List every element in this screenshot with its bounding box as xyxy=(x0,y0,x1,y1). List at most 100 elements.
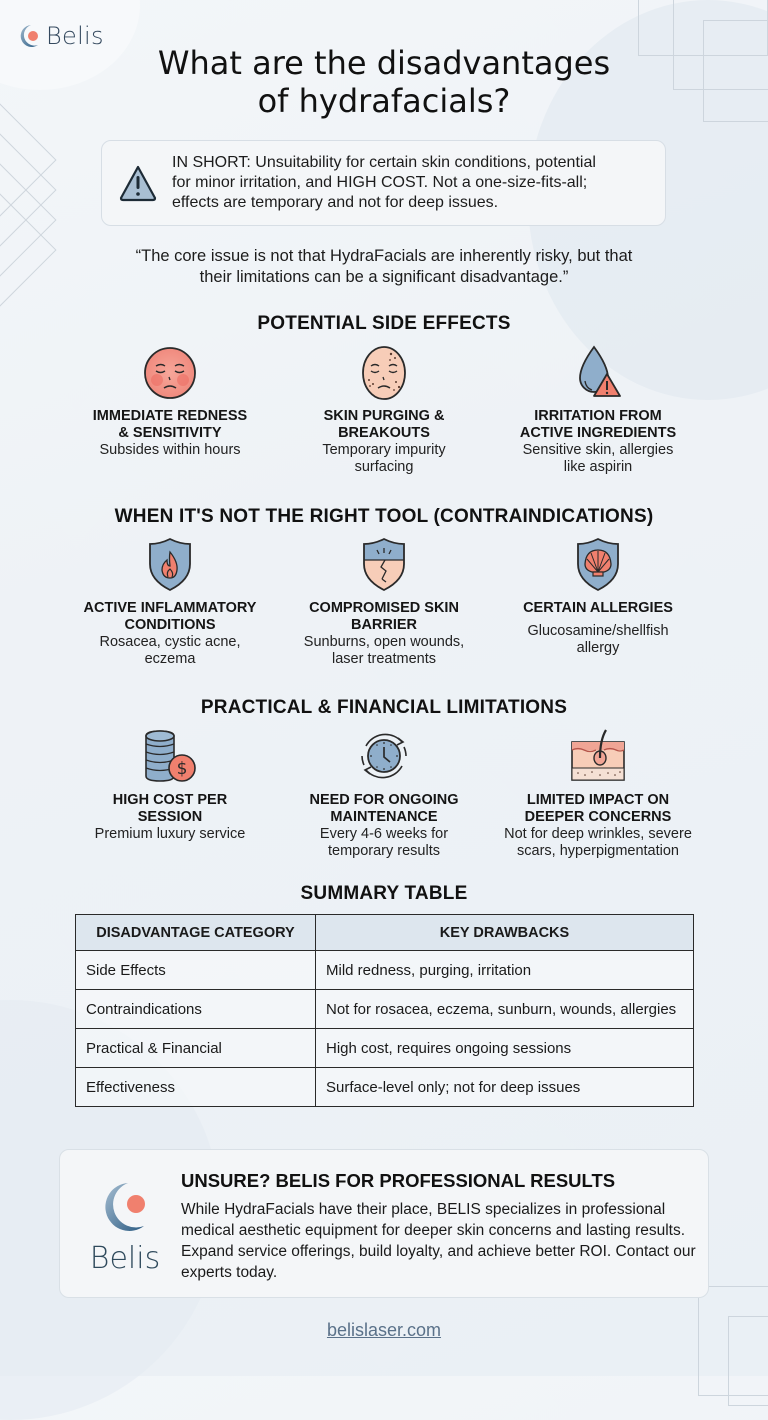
item-heading: CERTAIN ALLERGIES xyxy=(483,600,713,617)
item-description: Subsides within hours xyxy=(55,442,285,459)
quote-line: “The core issue is not that HydraFacials… xyxy=(135,247,633,265)
column-header: KEY DRAWBACKS xyxy=(315,914,694,951)
shield-shell-icon xyxy=(577,537,619,592)
title-line: What are the disadvantages xyxy=(157,44,611,82)
table-cell-category: Side Effects xyxy=(75,950,316,990)
heading-line: & SENSITIVITY xyxy=(118,425,222,441)
table-header-row: DISADVANTAGE CATEGORY KEY DRAWBACKS xyxy=(75,914,694,951)
section-title-side-effects: POTENTIAL SIDE EFFECTS xyxy=(257,313,511,334)
cta-callout: Belis UNSURE? BELIS FOR PROFESSIONAL RES… xyxy=(59,1149,709,1298)
desc-line: Sensitive skin, allergies xyxy=(522,442,674,458)
item-description: Not for deep wrinkles, severe scars, hype… xyxy=(483,826,713,860)
belis-logo-icon xyxy=(20,25,38,47)
shield-cracked-icon xyxy=(363,537,405,592)
desc-line: laser treatments xyxy=(332,651,436,667)
clock-cycle-icon xyxy=(361,733,407,779)
desc-line: Glucosamine/shellfish xyxy=(527,623,669,639)
svg-text:$: $ xyxy=(177,759,188,779)
summary-table: DISADVANTAGE CATEGORY KEY DRAWBACKS Side… xyxy=(75,914,694,1107)
acne-face-icon xyxy=(362,346,406,400)
item-heading: NEED FOR ONGOING MAINTENANCE xyxy=(269,792,499,826)
table-row: Side Effects Mild redness, purging, irri… xyxy=(75,950,694,990)
column-header: DISADVANTAGE CATEGORY xyxy=(75,914,316,951)
item-heading: SKIN PURGING & BREAKOUTS xyxy=(269,408,499,442)
heading-line: MAINTENANCE xyxy=(330,809,438,825)
cta-logo: Belis xyxy=(80,1180,170,1276)
item-heading: LIMITED IMPACT ON DEEPER CONCERNS xyxy=(483,792,713,826)
in-short-line: IN SHORT: Unsuitability for certain skin… xyxy=(172,154,596,171)
brand-logo: Belis xyxy=(16,22,104,50)
cta-title: UNSURE? BELIS FOR PROFESSIONAL RESULTS xyxy=(181,1170,616,1191)
table-row: Effectiveness Surface-level only; not fo… xyxy=(75,1067,694,1107)
item-heading: ACTIVE INFLAMMATORY CONDITIONS xyxy=(55,600,285,634)
heading-line: IMMEDIATE REDNESS xyxy=(92,408,248,424)
side-effect-item: SKIN PURGING & BREAKOUTS Temporary impuri… xyxy=(269,344,499,476)
item-description: Premium luxury service xyxy=(55,826,285,843)
heading-line: BREAKOUTS xyxy=(338,425,430,441)
in-short-text: IN SHORT: Unsuitability for certain skin… xyxy=(172,153,596,213)
section-title-practical-financial: PRACTICAL & FINANCIAL LIMITATIONS xyxy=(200,697,568,718)
desc-line: Subsides within hours xyxy=(99,442,241,458)
limitation-item: $ HIGH COST PER SESSION Premium luxury se… xyxy=(55,728,285,843)
table-cell-drawbacks: High cost, requires ongoing sessions xyxy=(315,1028,694,1068)
heading-line: SESSION xyxy=(137,809,203,825)
in-short-line: for minor irritation, and HIGH COST. Not… xyxy=(172,174,588,191)
skin-layers-icon xyxy=(571,729,625,781)
in-short-line: effects are temporary and not for deep i… xyxy=(172,194,499,211)
heading-line: ACTIVE INGREDIENTS xyxy=(519,425,677,441)
website-link[interactable]: belislaser.com xyxy=(326,1320,442,1340)
logo-text: Belis xyxy=(46,22,104,50)
desc-line: allergy xyxy=(576,640,620,656)
heading-line: ACTIVE INFLAMMATORY xyxy=(83,600,257,616)
heading-line: LIMITED IMPACT ON xyxy=(526,792,670,808)
cta-body: While HydraFacials have their place, BEL… xyxy=(181,1201,696,1281)
desc-line: Temporary impurity xyxy=(322,442,446,458)
desc-line: eczema xyxy=(144,651,196,667)
quote-line: their limitations can be a significant d… xyxy=(199,268,569,286)
item-heading: HIGH COST PER SESSION xyxy=(55,792,285,826)
warning-triangle-icon xyxy=(119,165,157,202)
table-cell-category: Practical & Financial xyxy=(75,1028,316,1068)
contraindication-item: COMPROMISED SKIN BARRIER Sunburns, open w… xyxy=(269,536,499,668)
item-description: Sensitive skin, allergies like aspirin xyxy=(483,442,713,476)
table-cell-drawbacks: Not for rosacea, eczema, sunburn, wounds… xyxy=(315,989,694,1029)
desc-line: Rosacea, cystic acne, xyxy=(99,634,241,650)
shield-flame-icon xyxy=(149,537,191,592)
table-cell-category: Contraindications xyxy=(75,989,316,1029)
item-description: Glucosamine/shellfish allergy xyxy=(483,623,713,657)
heading-line: SKIN PURGING & xyxy=(323,408,445,424)
title-line: of hydrafacials? xyxy=(257,82,511,120)
limitation-item: LIMITED IMPACT ON DEEPER CONCERNS Not for… xyxy=(483,728,713,860)
page-title: What are the disadvantages of hydrafacia… xyxy=(0,44,768,120)
section-title-contraindications: WHEN IT'S NOT THE RIGHT TOOL (CONTRAINDI… xyxy=(114,506,654,527)
item-description: Temporary impurity surfacing xyxy=(269,442,499,476)
limitation-item: NEED FOR ONGOING MAINTENANCE Every 4-6 we… xyxy=(269,728,499,860)
desc-line: surfacing xyxy=(354,459,414,475)
table-row: Contraindications Not for rosacea, eczem… xyxy=(75,989,694,1029)
in-short-callout: IN SHORT: Unsuitability for certain skin… xyxy=(101,140,666,226)
heading-line: HIGH COST PER xyxy=(112,792,228,808)
heading-line: CONDITIONS xyxy=(124,617,216,633)
heading-line: IRRITATION FROM xyxy=(534,408,662,424)
quote: “The core issue is not that HydraFacials… xyxy=(0,246,768,288)
item-description: Rosacea, cystic acne, eczema xyxy=(55,634,285,668)
side-effect-item: IMMEDIATE REDNESS & SENSITIVITY Subsides … xyxy=(55,344,285,459)
cta-logo-text: Belis xyxy=(89,1241,161,1276)
table-cell-drawbacks: Surface-level only; not for deep issues xyxy=(315,1067,694,1107)
side-effect-item: IRRITATION FROM ACTIVE INGREDIENTS Sensit… xyxy=(483,344,713,476)
item-heading: IMMEDIATE REDNESS & SENSITIVITY xyxy=(55,408,285,442)
contraindication-item: ACTIVE INFLAMMATORY CONDITIONS Rosacea, c… xyxy=(55,536,285,668)
heading-line: CERTAIN ALLERGIES xyxy=(523,600,673,616)
table-cell-drawbacks: Mild redness, purging, irritation xyxy=(315,950,694,990)
item-heading: COMPROMISED SKIN BARRIER xyxy=(269,600,499,634)
item-heading: IRRITATION FROM ACTIVE INGREDIENTS xyxy=(483,408,713,442)
desc-line: Sunburns, open wounds, xyxy=(303,634,465,650)
heading-line: NEED FOR ONGOING xyxy=(309,792,459,808)
belis-logo-icon xyxy=(105,1183,145,1231)
desc-line: Every 4-6 weeks for xyxy=(319,826,449,842)
heading-line: DEEPER CONCERNS xyxy=(524,809,672,825)
desc-line: scars, hyperpigmentation xyxy=(517,843,679,859)
desc-line: temporary results xyxy=(327,843,440,859)
red-face-icon xyxy=(144,347,196,399)
item-description: Sunburns, open wounds, laser treatments xyxy=(269,634,499,668)
